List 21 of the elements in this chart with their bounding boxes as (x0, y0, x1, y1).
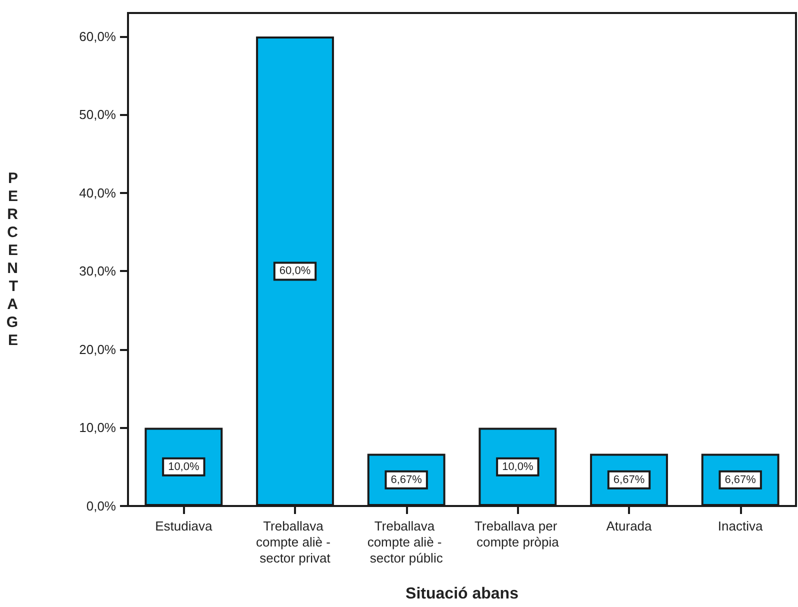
data-label: 6,67% (613, 474, 645, 486)
y-tick-label: 50,0% (79, 107, 116, 122)
x-tick-label: Inactiva (718, 518, 764, 534)
x-tick-label: Aturada (606, 518, 653, 534)
y-tick-label: 30,0% (79, 264, 116, 279)
data-label: 10,0% (168, 460, 200, 473)
x-tick-label: Treballava compte aliè - sector públic (367, 518, 446, 566)
x-axis-title: Situació abans (406, 586, 519, 602)
x-tick-label: Treballava per compte pròpia (474, 518, 561, 550)
y-tick-label: 40,0% (79, 185, 116, 200)
y-tick-label: 60,0% (79, 28, 116, 44)
data-label: 10,0% (502, 460, 534, 473)
x-tick-label: Estudiava (155, 518, 213, 534)
text: PERCENTAGE (6, 170, 18, 349)
data-label: 6,67% (390, 474, 422, 486)
y-tick-label: 10,0% (79, 420, 116, 436)
data-label: 6,67% (724, 474, 756, 486)
y-tick-label: 20,0% (79, 342, 116, 357)
y-tick-label: 0,0% (86, 498, 116, 514)
x-tick-label: Treballava compte aliè - sector privat (256, 518, 334, 566)
data-label: 60,0% (279, 265, 311, 278)
